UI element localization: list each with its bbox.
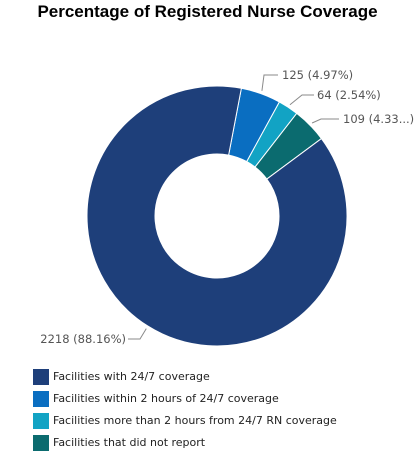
data-label: 109 (4.33...) bbox=[343, 112, 414, 126]
leader-line bbox=[128, 328, 147, 340]
legend-swatch bbox=[33, 390, 49, 407]
legend-item[interactable]: Facilities with 24/7 coverage bbox=[33, 368, 413, 385]
legend-label: Facilities within 2 hours of 24/7 covera… bbox=[53, 392, 279, 405]
slices-layer bbox=[86, 85, 348, 347]
leader-line bbox=[311, 118, 339, 124]
legend-swatch bbox=[33, 368, 49, 385]
legend-swatch bbox=[33, 434, 49, 451]
data-label: 2218 (88.16%) bbox=[40, 332, 126, 346]
labels-layer: 125 (4.97%) 64 (2.54%) 109 (4.33...) 2218 (… bbox=[40, 68, 414, 346]
legend-item[interactable]: Facilities within 2 hours of 24/7 covera… bbox=[33, 390, 413, 407]
leader-line bbox=[289, 94, 314, 106]
legend-item[interactable]: Facilities more than 2 hours from 24/7 R… bbox=[33, 412, 413, 429]
leader-line bbox=[261, 74, 278, 91]
legend-label: Facilities more than 2 hours from 24/7 R… bbox=[53, 414, 337, 427]
legend-label: Facilities that did not report bbox=[53, 436, 206, 449]
chart-legend: Facilities with 24/7 coverage Facilities… bbox=[33, 368, 413, 457]
data-label: 64 (2.54%) bbox=[317, 88, 381, 102]
legend-item[interactable]: Facilities that did not report bbox=[33, 434, 413, 451]
chart-title: Percentage of Registered Nurse Coverage bbox=[37, 2, 378, 21]
legend-label: Facilities with 24/7 coverage bbox=[53, 370, 210, 383]
legend-swatch bbox=[33, 412, 49, 429]
donut-slice[interactable] bbox=[86, 85, 348, 347]
data-label: 125 (4.97%) bbox=[282, 68, 353, 82]
